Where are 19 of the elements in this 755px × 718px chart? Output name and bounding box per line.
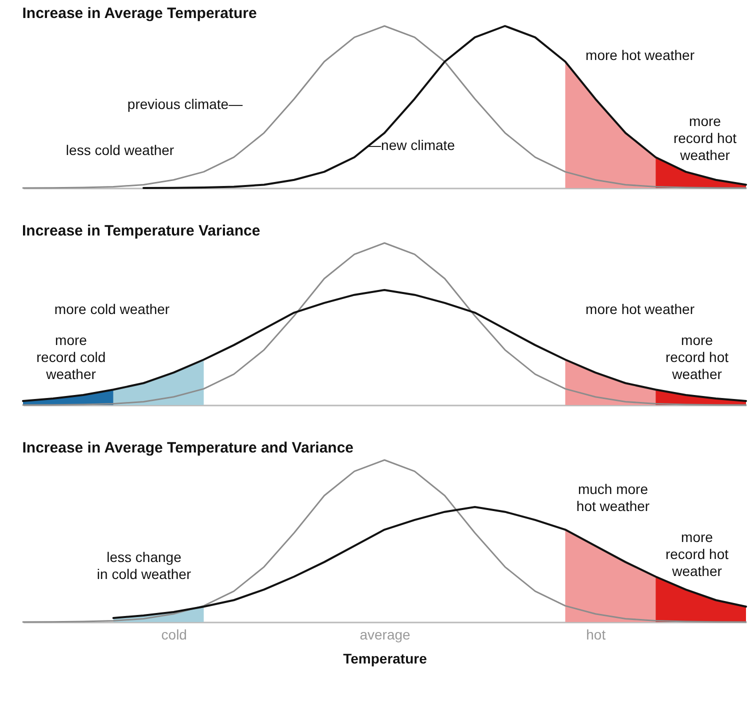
chart-title: Increase in Temperature Variance [22, 222, 260, 240]
annotation: more hot weather [586, 47, 695, 63]
annotation: much more hot weather [576, 481, 650, 514]
annotation: —new climate [367, 137, 456, 153]
annotation: less change in cold weather [96, 549, 192, 582]
annotation: more record hot weather [665, 529, 729, 579]
chart-title: Increase in Average Temperature and Variance [22, 439, 354, 456]
x-axis-title: Temperature [343, 650, 428, 666]
annotation: previous climate— [127, 96, 243, 112]
x-tick-label: hot [586, 626, 606, 642]
x-tick-label: average [360, 626, 411, 642]
annotation: more hot weather [586, 301, 695, 317]
annotation: more record hot weather [665, 332, 729, 382]
chart-title: Increase in Average Temperature [22, 5, 257, 22]
annotation: less cold weather [66, 142, 174, 158]
x-tick-label: cold [161, 626, 187, 642]
annotation: more cold weather [54, 301, 170, 317]
annotation: more record cold weather [36, 332, 106, 382]
annotation: more record hot weather [673, 113, 737, 163]
